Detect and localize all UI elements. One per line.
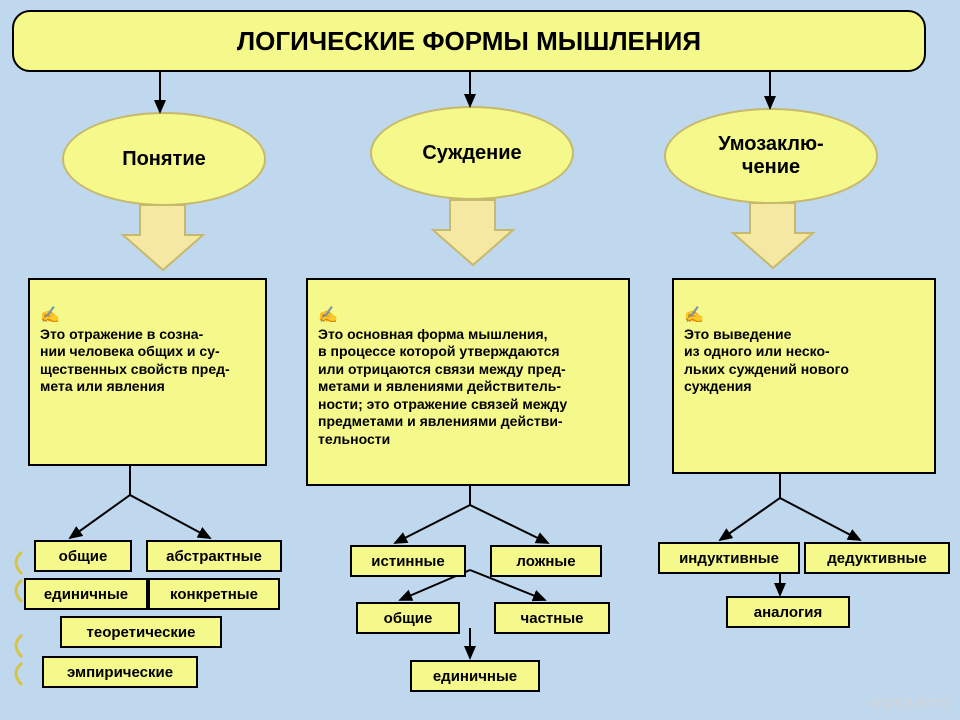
chip-judgment-mid-1: частные — [494, 602, 610, 634]
ellipse-inference: Умозаклю- чение — [664, 108, 878, 204]
desc-judgment: ✍ Это основная форма мышления, в процесс… — [306, 278, 630, 486]
title-text: ЛОГИЧЕСКИЕ ФОРМЫ МЫШЛЕНИЯ — [237, 26, 701, 57]
chip-concept-3: конкретные — [148, 578, 280, 610]
chip-concept-0: общие — [34, 540, 132, 572]
chip-inference-top-1: дедуктивные — [804, 542, 950, 574]
ellipse-concept-label: Понятие — [122, 148, 206, 171]
desc-concept-text: Это отражение в созна- нии человека общи… — [40, 326, 230, 395]
pointer-icon: ✍ — [40, 307, 60, 324]
chip-concept-1: абстрактные — [146, 540, 282, 572]
ellipse-judgment: Суждение — [370, 106, 574, 200]
ellipse-concept: Понятие — [62, 112, 266, 206]
desc-inference: ✍ Это выведение из одного или неско- льк… — [672, 278, 936, 474]
pointer-icon: ✍ — [318, 307, 338, 324]
watermark-shared: shared — [895, 691, 950, 713]
chip-inference-top-0: индуктивные — [658, 542, 800, 574]
chip-judgment-mid-0: общие — [356, 602, 460, 634]
desc-judgment-text: Это основная форма мышления, в процессе … — [318, 326, 567, 447]
ellipse-judgment-label: Суждение — [422, 142, 521, 165]
watermark: myshared — [870, 691, 950, 714]
chip-concept-4: теоретические — [60, 616, 222, 648]
watermark-my: my — [870, 691, 894, 713]
chip-judgment-top-1: ложные — [490, 545, 602, 577]
chip-judgment-top-0: истинные — [350, 545, 466, 577]
chip-concept-2: единичные — [24, 578, 148, 610]
desc-concept: ✍ Это отражение в созна- нии человека об… — [28, 278, 267, 466]
chip-inference-bot-0: аналогия — [726, 596, 850, 628]
pointer-icon: ✍ — [684, 307, 704, 324]
chip-judgment-bot-0: единичные — [410, 660, 540, 692]
title-box: ЛОГИЧЕСКИЕ ФОРМЫ МЫШЛЕНИЯ — [12, 10, 926, 72]
desc-inference-text: Это выведение из одного или неско- льких… — [684, 326, 849, 395]
chip-concept-5: эмпирические — [42, 656, 198, 688]
ellipse-inference-label: Умозаклю- чение — [718, 133, 823, 179]
